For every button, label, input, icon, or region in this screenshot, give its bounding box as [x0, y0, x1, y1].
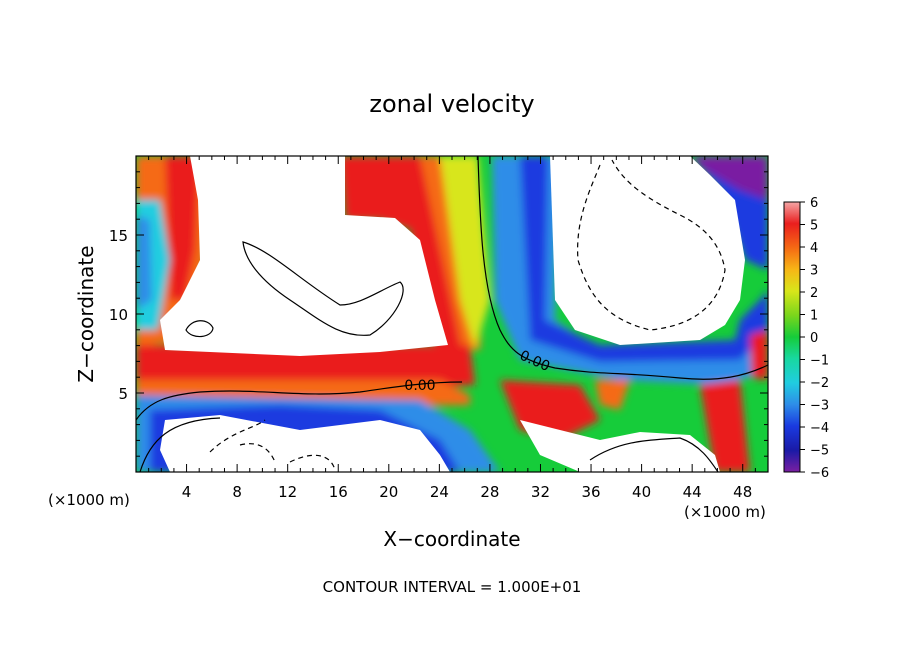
colorbar-tick-label: 1 [810, 309, 818, 324]
contour-label: 0.00 [404, 378, 435, 394]
positive-contour-wedge [242, 241, 404, 336]
positive-contour-small [185, 320, 214, 338]
colorbar-tick-label: 4 [810, 241, 818, 256]
colorbar-tick-label: −4 [810, 421, 829, 436]
x-tick-label: 28 [480, 483, 499, 501]
colorbar-gradient [783, 201, 801, 473]
zero-contour-horizontal [136, 381, 463, 421]
colorbar-tick-label: −2 [810, 376, 829, 391]
x-multiplier-left: (×1000 m) [48, 491, 130, 509]
x-tick-label: 16 [329, 483, 348, 501]
zero-contour-vertical [477, 156, 768, 380]
heatmap-field [136, 156, 768, 472]
out-of-range-regions [160, 156, 745, 472]
x-tick-label: 44 [683, 483, 702, 501]
colorbar-tick-label: 3 [810, 264, 818, 279]
colorbar-tick-label: 5 [810, 219, 818, 234]
colorbar-tick-label: −5 [810, 444, 829, 459]
colorbar-tick-label: −1 [810, 354, 829, 369]
x-axis-label: X−coordinate [383, 527, 520, 551]
x-tick-label: 12 [278, 483, 297, 501]
negative-contour-upper-right [577, 159, 726, 331]
x-tick-label: 48 [733, 483, 752, 501]
negative-contour-lower-left [209, 419, 336, 471]
colorbar-tick-label: 0 [810, 331, 818, 346]
y-tick-label: 5 [118, 385, 128, 403]
colorbar-tick-label: 6 [810, 196, 818, 211]
contour-interval-note: CONTOUR INTERVAL = 1.000E+01 [323, 578, 582, 596]
positive-contour-lower-right [589, 437, 719, 472]
x-tick-label: 24 [430, 483, 449, 501]
x-tick-label: 20 [379, 483, 398, 501]
y-tick-label: 10 [109, 306, 128, 324]
x-tick-label: 32 [531, 483, 550, 501]
y-axis-ticks: 5 10 15 [109, 171, 768, 457]
x-axis-ticks: 4 8 12 16 20 24 28 32 36 40 44 48 [148, 156, 756, 501]
zero-contour-lower [139, 417, 221, 472]
colorbar-tick-label: −6 [810, 466, 829, 481]
colorbar-ticks: 6 5 4 3 2 1 0 −1 −2 −3 −4 −5 −6 [800, 196, 829, 481]
x-tick-label: 4 [182, 483, 192, 501]
colorbar: 6 5 4 3 2 1 0 −1 −2 −3 −4 −5 −6 [783, 196, 829, 481]
y-axis-label: Z−coordinate [74, 245, 98, 382]
contour-lines [136, 156, 768, 472]
y-tick-label: 15 [109, 227, 128, 245]
x-multiplier-right: (×1000 m) [684, 503, 766, 521]
x-tick-label: 40 [632, 483, 651, 501]
colorbar-tick-label: −3 [810, 399, 829, 414]
chart-title: zonal velocity [369, 90, 534, 118]
colorbar-tick-label: 2 [810, 286, 818, 301]
x-tick-label: 36 [581, 483, 600, 501]
x-tick-label: 8 [232, 483, 242, 501]
